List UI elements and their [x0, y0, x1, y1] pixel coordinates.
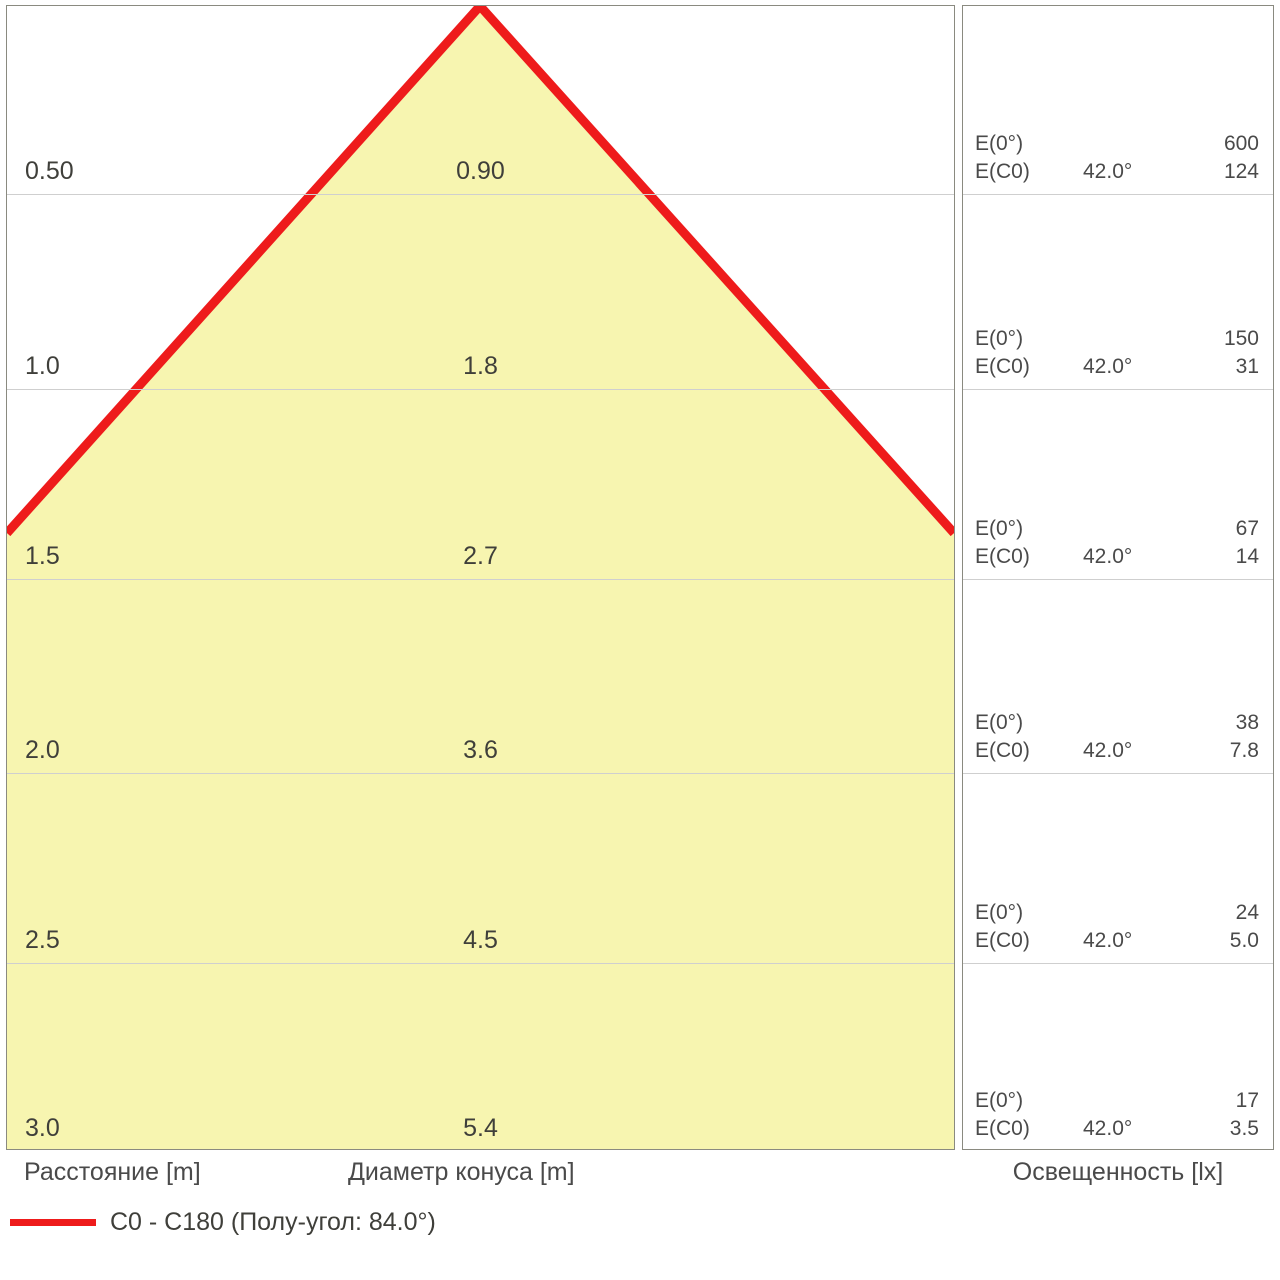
illuminance-e0-line: E(0°) 24 [963, 901, 1273, 927]
e0-label: E(0°) [975, 901, 1024, 924]
e0-value: 38 [1235, 711, 1259, 734]
illuminance-ec0-line: E(C0) 42.0° 5.0 [963, 929, 1273, 955]
ec0-value: 3.5 [1229, 1117, 1259, 1140]
e0-value: 67 [1235, 517, 1259, 540]
e0-value: 17 [1235, 1089, 1259, 1112]
ec0-label: E(C0) [975, 545, 1030, 568]
diameter-value: 4.5 [463, 926, 498, 954]
e0-label: E(0°) [975, 1089, 1024, 1112]
illuminance-ec0-line: E(C0) 42.0° 7.8 [963, 739, 1273, 765]
illuminance-panel: E(0°) 600 E(C0) 42.0° 124 E(0°) 150 E(C0… [962, 5, 1274, 1150]
ec0-value: 7.8 [1229, 739, 1259, 762]
diameter-value: 1.8 [463, 352, 498, 380]
distance-value: 1.5 [25, 542, 60, 570]
ec0-label: E(C0) [975, 929, 1030, 952]
table-row: 2.5 4.5 [7, 774, 954, 964]
table-row: 2.0 3.6 [7, 580, 954, 774]
e0-value: 600 [1223, 132, 1259, 155]
table-row: 1.0 1.8 [7, 195, 954, 390]
axis-captions: Расстояние [m] Диаметр конуса [m] Освеще… [0, 1158, 1280, 1198]
ec0-angle: 42.0° [1083, 739, 1133, 762]
ec0-label: E(C0) [975, 355, 1030, 378]
e0-label: E(0°) [975, 517, 1024, 540]
illuminance-e0-line: E(0°) 600 [963, 132, 1273, 158]
cone-panel: 0.50 0.90 1.0 1.8 1.5 2.7 2.0 3.6 2.5 4.… [6, 5, 955, 1150]
legend: C0 - C180 (Полу-угол: 84.0°) [10, 1208, 436, 1237]
diameter-axis-label: Диаметр конуса [m] [348, 1158, 575, 1186]
e0-label: E(0°) [975, 711, 1024, 734]
legend-line-swatch [10, 1219, 96, 1226]
ec0-angle: 42.0° [1083, 160, 1133, 183]
distance-axis-label: Расстояние [m] [24, 1158, 201, 1186]
e0-label: E(0°) [975, 132, 1024, 155]
distance-value: 2.0 [25, 736, 60, 764]
legend-label: C0 - C180 (Полу-угол: 84.0°) [110, 1208, 436, 1236]
ec0-label: E(C0) [975, 739, 1030, 762]
ec0-value: 124 [1223, 160, 1259, 183]
ec0-label: E(C0) [975, 1117, 1030, 1140]
cone-row-list: 0.50 0.90 1.0 1.8 1.5 2.7 2.0 3.6 2.5 4.… [7, 6, 954, 1149]
distance-value: 0.50 [25, 157, 74, 185]
illuminance-row: E(0°) 67 E(C0) 42.0° 14 [963, 390, 1273, 580]
diameter-value: 0.90 [456, 157, 505, 185]
table-row: 3.0 5.4 [7, 964, 954, 1149]
table-row: 0.50 0.90 [7, 6, 954, 195]
illuminance-e0-line: E(0°) 38 [963, 711, 1273, 737]
ec0-angle: 42.0° [1083, 929, 1133, 952]
illuminance-row: E(0°) 38 E(C0) 42.0° 7.8 [963, 580, 1273, 774]
ec0-angle: 42.0° [1083, 1117, 1133, 1140]
distance-value: 2.5 [25, 926, 60, 954]
ec0-value: 14 [1235, 545, 1259, 568]
illuminance-e0-line: E(0°) 150 [963, 327, 1273, 353]
ec0-angle: 42.0° [1083, 545, 1133, 568]
ec0-value: 5.0 [1229, 929, 1259, 952]
illuminance-ec0-line: E(C0) 42.0° 3.5 [963, 1117, 1273, 1143]
distance-value: 3.0 [25, 1114, 60, 1142]
illuminance-ec0-line: E(C0) 42.0° 14 [963, 545, 1273, 571]
illuminance-row: E(0°) 600 E(C0) 42.0° 124 [963, 6, 1273, 195]
illuminance-row: E(0°) 24 E(C0) 42.0° 5.0 [963, 774, 1273, 964]
illuminance-ec0-line: E(C0) 42.0° 31 [963, 355, 1273, 381]
ec0-angle: 42.0° [1083, 355, 1133, 378]
illuminance-e0-line: E(0°) 67 [963, 517, 1273, 543]
illuminance-ec0-line: E(C0) 42.0° 124 [963, 160, 1273, 186]
illuminance-axis-label: Освещенность [lx] [1012, 1158, 1224, 1186]
e0-value: 150 [1223, 327, 1259, 350]
illuminance-e0-line: E(0°) 17 [963, 1089, 1273, 1115]
diameter-value: 5.4 [463, 1114, 498, 1142]
e0-value: 24 [1235, 901, 1259, 924]
ec0-label: E(C0) [975, 160, 1030, 183]
illuminance-row: E(0°) 150 E(C0) 42.0° 31 [963, 195, 1273, 390]
e0-label: E(0°) [975, 327, 1024, 350]
diameter-value: 3.6 [463, 736, 498, 764]
illuminance-row: E(0°) 17 E(C0) 42.0° 3.5 [963, 964, 1273, 1151]
ec0-value: 31 [1235, 355, 1259, 378]
table-row: 1.5 2.7 [7, 390, 954, 580]
distance-value: 1.0 [25, 352, 60, 380]
diameter-value: 2.7 [463, 542, 498, 570]
